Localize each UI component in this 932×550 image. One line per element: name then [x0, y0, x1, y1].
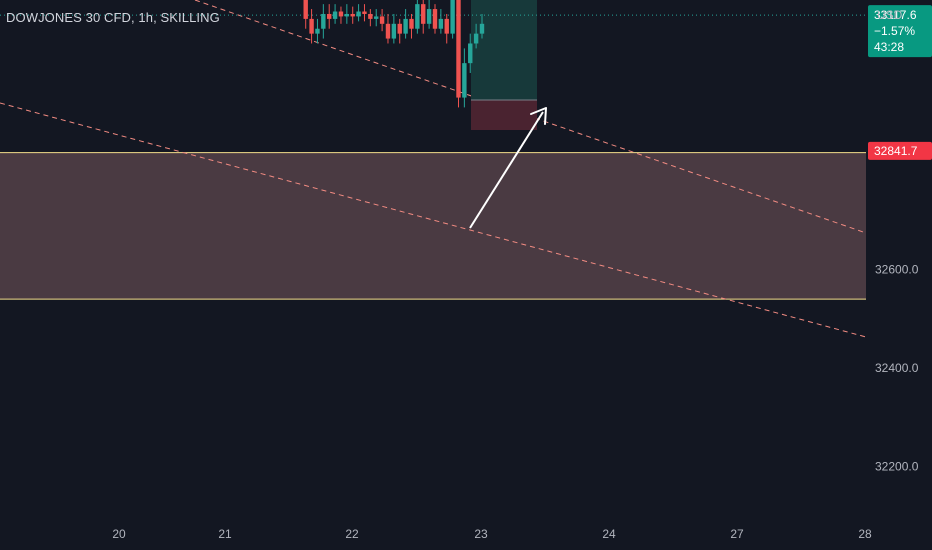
candle[interactable] [385, 23, 391, 39]
y-tick-label: 32200.0 [875, 459, 919, 473]
chart-title: DOWJONES 30 CFD, 1h, SKILLING [6, 10, 220, 25]
x-tick-label: 22 [345, 527, 359, 541]
y-tick-label: 32400.0 [875, 361, 919, 375]
candle[interactable] [421, 4, 426, 24]
candle[interactable] [315, 28, 320, 34]
x-tick-label: 28 [858, 527, 872, 541]
y-tick-label: 32600.0 [875, 263, 919, 277]
price-change-label: −1.57% [874, 24, 915, 38]
price-label-red: 32841.7 [874, 144, 918, 158]
candle[interactable] [374, 16, 379, 19]
candle[interactable] [368, 13, 373, 19]
x-tick-label: 21 [218, 527, 232, 541]
support-zone[interactable] [0, 152, 866, 300]
candle[interactable] [362, 11, 367, 14]
current-price-label: 33117.6 [874, 8, 917, 22]
current-price-box [868, 5, 932, 58]
candle[interactable] [456, 0, 461, 98]
candle[interactable] [332, 11, 338, 19]
candle[interactable] [327, 13, 332, 19]
candle[interactable] [344, 13, 350, 17]
price-label-red-box [868, 141, 932, 160]
bar-countdown-label: 43:28 [874, 40, 904, 54]
currency-label: USD [877, 8, 903, 22]
candle[interactable] [462, 63, 467, 98]
candle[interactable] [468, 43, 473, 64]
candle[interactable] [415, 4, 420, 29]
x-tick-label: 23 [474, 527, 488, 541]
x-tick-label: 24 [602, 527, 616, 541]
candle[interactable] [397, 23, 402, 34]
candle[interactable] [444, 18, 449, 34]
candle[interactable] [321, 13, 326, 29]
candle[interactable] [450, 0, 455, 34]
projection-arrow-line[interactable] [469, 111, 544, 229]
candle[interactable] [426, 9, 432, 24]
x-tick-label: 27 [730, 527, 744, 541]
candle[interactable] [473, 33, 479, 44]
candle[interactable] [379, 16, 385, 24]
candle[interactable] [356, 11, 361, 17]
candle[interactable] [432, 9, 438, 29]
candle[interactable] [303, 0, 308, 19]
candle[interactable] [479, 23, 485, 34]
candle[interactable] [309, 18, 314, 34]
candle[interactable] [391, 23, 397, 39]
candle[interactable] [438, 18, 444, 29]
candle[interactable] [409, 18, 414, 29]
candle[interactable] [350, 13, 355, 17]
position-stop-area[interactable] [471, 100, 537, 131]
x-tick-label: 20 [112, 527, 126, 541]
channel-lower-line[interactable] [0, 102, 867, 338]
candle[interactable] [338, 11, 344, 17]
projection-arrow-head [530, 107, 547, 125]
candle[interactable] [403, 18, 408, 34]
